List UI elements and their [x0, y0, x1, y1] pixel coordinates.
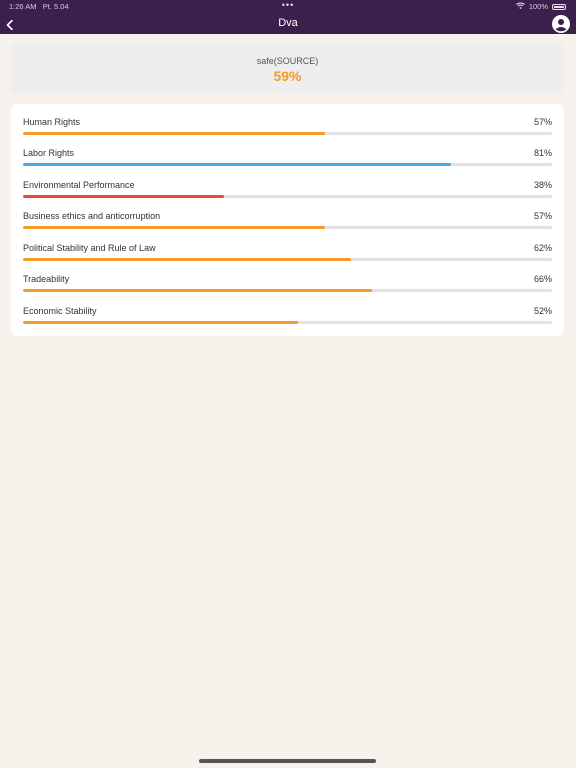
source-label: safe(SOURCE): [256, 56, 319, 66]
status-time: 1:26 AM: [9, 2, 37, 11]
source-score-card: safe(SOURCE) 59%: [11, 44, 564, 94]
battery-percent: 100%: [528, 2, 548, 11]
metric-track: [23, 226, 552, 229]
metric-tradeability: Tradeability 66%: [23, 274, 552, 296]
chevron-left-icon: [6, 19, 13, 31]
metric-business-ethics: Business ethics and anticorruption 57%: [23, 211, 552, 233]
multitasking-dots[interactable]: •••: [281, 0, 295, 10]
metric-label: Labor Rights: [23, 148, 75, 158]
metric-fill: [23, 226, 325, 229]
metric-fill: [23, 289, 373, 292]
navigation-bar: 1:26 AM Pt. 5.04 ••• 100% Dva: [0, 0, 576, 34]
metric-human-rights: Human Rights 57%: [23, 117, 552, 139]
battery-icon: [552, 3, 566, 10]
metric-value: 57%: [533, 117, 552, 127]
status-date: Pt. 5.04: [42, 2, 69, 11]
metric-label: Economic Stability: [23, 306, 97, 316]
metric-label: Tradeability: [23, 274, 70, 284]
metric-label: Political Stability and Rule of Law: [23, 243, 156, 253]
metric-value: 62%: [533, 243, 552, 253]
metric-economic-stability: Economic Stability 52%: [23, 306, 552, 328]
metric-value: 52%: [533, 306, 552, 316]
wifi-icon: [515, 2, 525, 11]
metric-fill: [23, 163, 452, 166]
metric-value: 66%: [533, 274, 552, 284]
source-score: 59%: [273, 68, 302, 84]
metric-fill: [23, 195, 225, 198]
metric-label: Human Rights: [23, 117, 81, 127]
status-right: 100%: [515, 2, 566, 11]
metrics-card: Human Rights 57% Labor Rights 81% Enviro…: [11, 104, 564, 336]
metric-labor-rights: Labor Rights 81%: [23, 148, 552, 170]
metric-track: [23, 321, 552, 324]
metric-environmental-performance: Environmental Performance 38%: [23, 180, 552, 202]
metric-track: [23, 195, 552, 198]
profile-button[interactable]: [552, 15, 570, 33]
metric-fill: [23, 132, 325, 135]
metric-label: Environmental Performance: [23, 180, 135, 190]
home-indicator[interactable]: [199, 759, 376, 763]
metric-political-stability: Political Stability and Rule of Law 62%: [23, 243, 552, 265]
page-title: Dva: [278, 17, 298, 29]
back-button[interactable]: [6, 17, 14, 31]
metric-label: Business ethics and anticorruption: [23, 211, 161, 221]
metric-fill: [23, 321, 299, 324]
metric-value: 81%: [533, 148, 552, 158]
metric-value: 57%: [533, 211, 552, 221]
metric-track: [23, 132, 552, 135]
metric-track: [23, 163, 552, 166]
metric-value: 38%: [533, 180, 552, 190]
user-circle-icon: [552, 15, 570, 33]
metric-fill: [23, 258, 351, 261]
status-time-date: 1:26 AM Pt. 5.04: [9, 2, 69, 11]
status-bar: 1:26 AM Pt. 5.04 ••• 100%: [0, 0, 576, 12]
metric-track: [23, 289, 552, 292]
metric-track: [23, 258, 552, 261]
